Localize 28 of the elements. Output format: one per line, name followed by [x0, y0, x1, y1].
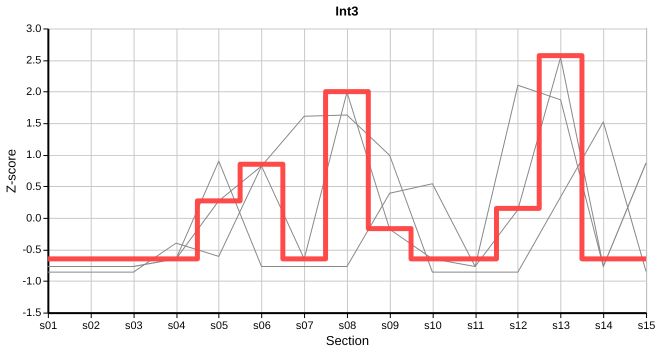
x-tick-label: s10 — [424, 320, 442, 332]
y-axis-title: Z-score — [4, 149, 18, 193]
y-tick-label: 0.0 — [26, 212, 42, 224]
y-tick-label: -1.5 — [22, 307, 42, 320]
x-tick-label: s02 — [82, 320, 100, 332]
y-tick-label: 1.0 — [26, 149, 42, 162]
x-tick-label: s14 — [594, 320, 613, 332]
x-tick-label: s13 — [552, 320, 570, 332]
x-tick-label: s07 — [296, 320, 314, 332]
x-tick-label: s03 — [124, 320, 143, 332]
x-tick-label: s09 — [381, 320, 400, 332]
x-tick-label: s01 — [40, 320, 58, 332]
y-tick-label: 1.5 — [26, 118, 42, 130]
x-tick-label: s12 — [510, 320, 528, 332]
x-tick-label: s06 — [253, 320, 271, 332]
x-tick-label: s15 — [638, 320, 656, 332]
y-tick-label: 3.0 — [26, 22, 42, 35]
x-tick-label: s05 — [210, 320, 228, 332]
y-tick-label: 2.0 — [26, 86, 42, 98]
chart-title: Int3 — [335, 3, 358, 18]
y-tick-label: 0.5 — [26, 180, 42, 193]
y-tick-label: 2.5 — [26, 54, 42, 67]
y-tick-label: -0.5 — [22, 244, 42, 256]
x-axis-title: Section — [326, 332, 370, 348]
y-tick-label: -1.0 — [22, 276, 42, 288]
x-tick-label: s04 — [168, 320, 186, 332]
x-tick-label: s11 — [467, 320, 484, 332]
x-tick-label: s08 — [338, 320, 356, 332]
